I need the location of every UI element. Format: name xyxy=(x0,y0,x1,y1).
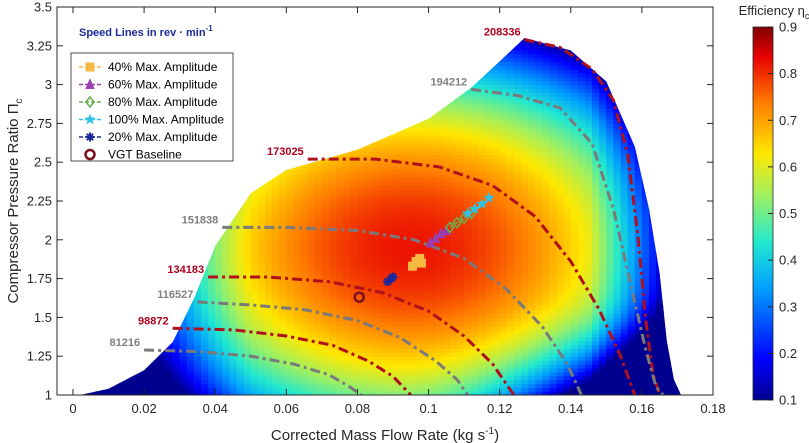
speed-label-208336: 208336 xyxy=(484,27,521,39)
series-line xyxy=(467,197,490,215)
y-tick-label: 1.5 xyxy=(34,310,52,325)
speed-label-81216: 81216 xyxy=(110,337,141,349)
x-tick-label: 0.1 xyxy=(420,401,438,416)
legend-item: 80% Max. Amplitude xyxy=(79,95,218,109)
y-tick-label: 1.75 xyxy=(27,271,52,286)
legend-marker xyxy=(84,113,96,125)
colorbar-tick-label: 0.2 xyxy=(779,346,797,361)
speed-lines-annotation: Speed Lines in rev · min-1 xyxy=(79,24,213,39)
x-axis-ticks: 0 0.02 0.04 0.06 0.08 0.1 0.12 0.14 0.16 0.18 xyxy=(69,7,726,416)
legend-marker xyxy=(85,62,95,72)
y-tick-label: 3 xyxy=(45,77,52,92)
colorbar-tick-label: 0.3 xyxy=(779,299,797,314)
legend-item: 100% Max. Amplitude xyxy=(79,113,224,127)
colorbar-tick-label: 0.4 xyxy=(779,253,797,268)
speed-line-173025 xyxy=(307,157,637,395)
data-point xyxy=(461,207,474,219)
y-tick-label: 2 xyxy=(45,232,52,247)
legend-marker xyxy=(84,148,96,161)
speed-line-208336 xyxy=(524,38,662,395)
data-point xyxy=(483,191,495,203)
speed-lines xyxy=(144,38,665,395)
y-tick-label: 2.75 xyxy=(27,116,52,131)
speed-labels: 208336 194212 173025 151838 134183 116527 9887… xyxy=(110,27,521,349)
speed-label-173025: 173025 xyxy=(267,146,304,158)
legend-item: 40% Max. Amplitude xyxy=(79,60,218,74)
y-tick-label: 2.5 xyxy=(34,155,52,170)
speed-label-151838: 151838 xyxy=(182,214,219,226)
legend-label: 100% Max. Amplitude xyxy=(108,113,224,127)
speed-line-81216 xyxy=(144,348,362,395)
x-axis-title: Corrected Mass Flow Rate (kg s-1) xyxy=(271,426,499,443)
legend-label: 40% Max. Amplitude xyxy=(108,60,218,74)
colorbar-tick-label: 0.6 xyxy=(779,159,797,174)
series-2 xyxy=(425,224,452,248)
x-tick-label: 0.02 xyxy=(131,401,156,416)
series-5 xyxy=(383,272,398,287)
speed-line-98872 xyxy=(172,326,412,395)
legend-item: 60% Max. Amplitude xyxy=(79,78,218,92)
data-point xyxy=(468,202,481,214)
speed-line-151838 xyxy=(222,225,583,395)
x-tick-label: 0.06 xyxy=(274,401,299,416)
colorbar-tick-label: 0.1 xyxy=(779,393,797,408)
colorbar: Efficiency ηc 0.9 0.8 0.7 0.6 0.5 0.4 0.3 0.2 0.… xyxy=(739,3,809,408)
y-tick-label: 1 xyxy=(45,388,52,403)
x-tick-label: 0.14 xyxy=(558,401,583,416)
speed-label-194212: 194212 xyxy=(430,76,467,88)
legend: 40% Max. Amplitude 60% Max. Amplitude 80% … xyxy=(70,52,234,162)
legend-label: 80% Max. Amplitude xyxy=(108,95,218,109)
colorbar-tick-label: 0.5 xyxy=(779,206,797,221)
y-tick-label: 1.25 xyxy=(27,349,52,364)
legend-box xyxy=(70,52,234,162)
y-tick-label: 3.5 xyxy=(34,0,52,15)
data-point xyxy=(451,216,463,230)
legend-label: VGT Baseline xyxy=(108,148,182,162)
speed-label-134183: 134183 xyxy=(167,264,204,276)
y-axis-ticks: 1 1.25 1.5 1.75 2 2.25 2.5 2.75 3 3.25 3.5 xyxy=(27,0,713,403)
legend-item: VGT Baseline xyxy=(84,148,182,162)
x-tick-label: 0.04 xyxy=(203,401,228,416)
legend-marker xyxy=(85,132,95,142)
series-4 xyxy=(461,191,495,219)
legend-marker xyxy=(85,78,95,89)
speed-label-98872: 98872 xyxy=(138,315,169,327)
y-axis-title: Compressor Pressure Ratio Πc xyxy=(5,98,25,303)
colorbar-tick-label: 0.9 xyxy=(779,20,797,35)
series-6 xyxy=(353,291,365,303)
series-markers xyxy=(353,191,495,303)
legend-label: 60% Max. Amplitude xyxy=(108,78,218,92)
series-1 xyxy=(408,253,426,271)
x-tick-label: 0 xyxy=(69,401,76,416)
legend-item: 20% Max. Amplitude xyxy=(79,130,218,144)
legend-label: 20% Max. Amplitude xyxy=(108,130,218,144)
y-tick-label: 3.25 xyxy=(27,38,52,53)
colorbar-title: Efficiency ηc xyxy=(739,3,809,21)
speed-line-134183 xyxy=(208,275,516,395)
x-tick-label: 0.12 xyxy=(487,401,512,416)
colorbar-tick-label: 0.7 xyxy=(779,113,797,128)
x-tick-label: 0.08 xyxy=(345,401,370,416)
data-point xyxy=(415,253,425,263)
data-point xyxy=(444,221,455,234)
data-point xyxy=(388,272,398,282)
data-point xyxy=(353,291,365,303)
x-tick-label: 0.16 xyxy=(629,401,654,416)
speed-label-116527: 116527 xyxy=(157,289,193,301)
colorbar-tick-label: 0.8 xyxy=(779,66,797,81)
x-tick-label: 0.18 xyxy=(700,401,725,416)
speed-line-116527 xyxy=(197,300,469,395)
legend-marker xyxy=(84,95,96,109)
y-tick-label: 2.25 xyxy=(27,194,52,209)
